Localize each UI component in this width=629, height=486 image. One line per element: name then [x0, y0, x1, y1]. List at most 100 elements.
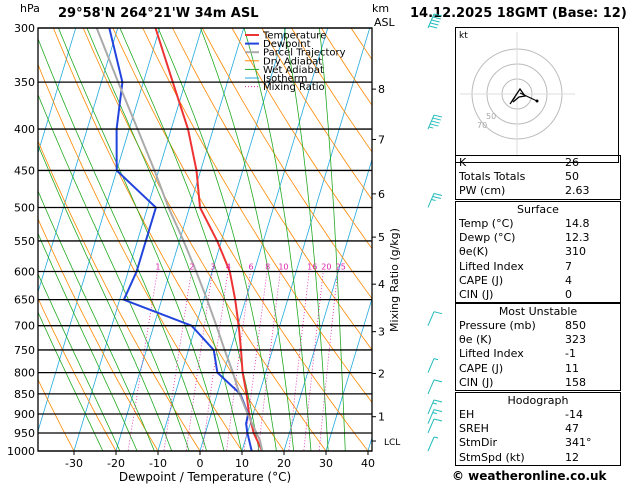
hodo-index-value: -14 [565, 408, 583, 421]
pressure-tick-label: 800 [14, 367, 35, 380]
mixing-ratio-label: 1 [155, 263, 160, 272]
surface-index-label: θe(K) [459, 245, 489, 259]
wind-barb-flag [433, 311, 443, 315]
height-tick-label: 7 [378, 133, 385, 146]
hodo-index-label: EH [459, 408, 475, 421]
surface-index-label: Dewp (°C) [459, 231, 516, 245]
wind-barb-flag [432, 195, 441, 199]
isotherm-line [157, 28, 287, 451]
wind-barb-flag [433, 399, 443, 403]
wind-barb-flag [433, 192, 443, 196]
mu-index-label: CIN (J) [459, 375, 494, 389]
basic-index-label: PW (cm) [459, 184, 506, 198]
isotherm-line [115, 28, 245, 451]
surface-title: Surface [517, 203, 559, 216]
pressure-tick-label: 950 [14, 427, 35, 440]
height-tick-label: 2 [378, 367, 385, 380]
wind-barb-half [433, 436, 439, 439]
isotherm-line [38, 28, 119, 294]
hodograph-title: Hodograph [507, 394, 569, 407]
mixing-ratio-line [163, 271, 192, 451]
isotherm-line [325, 297, 372, 451]
mu-index-label: θe (K) [459, 333, 492, 347]
basic-index-value: 2.63 [565, 184, 590, 198]
temperature-tick-label: 10 [235, 457, 249, 470]
mu-index-label: Pressure (mb) [459, 319, 536, 332]
mu-index-value: 11 [565, 361, 579, 375]
hodo-index-value: 12 [565, 450, 579, 464]
temperature-tick-label: -30 [65, 457, 83, 470]
mu-index-value: 850 [565, 319, 586, 332]
hodo-index-row: StmDir 341° [456, 436, 620, 450]
surface-index-value: 12.3 [565, 231, 590, 245]
hodograph-ring-label: 70 [477, 121, 487, 130]
wind-barb-flag [432, 16, 441, 20]
wind-barb-staff [427, 436, 435, 452]
mixing-ratio-line [185, 271, 213, 451]
mixing-ratio-label: 3 [210, 263, 215, 272]
legend-entry: Temperature [262, 31, 326, 42]
mu-index-row: Pressure (mb) 850 [456, 319, 620, 333]
storm-motion-vector [519, 92, 538, 102]
wind-barb-staff [427, 13, 435, 29]
basic-indices-box: K 26 Totals Totals 50 PW (cm) 2.63 [455, 155, 621, 200]
surface-index-row: CIN (J) 0 [456, 288, 620, 302]
height-tick-label: 3 [378, 326, 385, 339]
basic-index-row: Totals Totals 50 [456, 170, 620, 184]
isotherm-line [241, 28, 371, 451]
wind-barb-flag [431, 19, 440, 23]
height-unit-label: km [372, 2, 390, 15]
surface-index-value: 7 [565, 259, 572, 273]
surface-index-value: 14.8 [565, 217, 590, 230]
temperature-tick-label: 40 [361, 457, 375, 470]
wind-barb-half [432, 402, 437, 405]
datetime-title: 14.12.2025 18GMT (Base: 12) [410, 6, 627, 21]
mixing-ratio-line [288, 271, 310, 451]
hodograph-ring-label: 50 [486, 112, 496, 121]
surface-index-label: CIN (J) [459, 287, 494, 301]
wind-barb-half [432, 412, 437, 415]
pressure-tick-label: 550 [14, 235, 35, 248]
dry-adiabat-line [291, 28, 372, 153]
temperature-tick-label: 20 [277, 457, 291, 470]
temperature-tick-label: -20 [107, 457, 125, 470]
basic-index-label: Totals Totals [459, 170, 526, 184]
wind-barb-staff [427, 114, 435, 130]
legend-entry: Wet Adiabat [263, 65, 324, 76]
mixing-ratio-label: 6 [249, 263, 254, 272]
surface-index-value: 0 [565, 287, 572, 301]
dry-adiabat-line [38, 378, 75, 451]
hodo-index-value: 47 [565, 422, 579, 436]
wind-barb-staff [427, 358, 435, 373]
pressure-tick-label: 900 [14, 408, 35, 421]
mixing-ratio-label: 25 [336, 263, 346, 272]
mu-index-row: θe (K) 323 [456, 333, 620, 347]
pressure-tick-label: 500 [14, 201, 35, 214]
pressure-tick-label: 1000 [7, 445, 35, 458]
pressure-tick-label: 600 [14, 266, 35, 279]
hodo-index-row: SREH 47 [456, 422, 620, 436]
pressure-tick-label: 300 [14, 22, 35, 35]
wet-adiabat-line [119, 28, 260, 451]
pressure-unit-label: hPa [20, 2, 40, 15]
surface-index-label: Temp (°C) [459, 217, 514, 230]
surface-index-row: CAPE (J) 4 [456, 274, 620, 288]
mixing-ratio-axis-title: Mixing Ratio (g/kg) [388, 228, 401, 332]
wind-barb-staff [427, 379, 435, 395]
wind-barb-flag [432, 117, 441, 121]
wind-barb-flag [433, 114, 443, 118]
wind-barb-staff [427, 409, 435, 424]
height-unit-asl-label: ASL [374, 16, 395, 29]
wet-adiabat-line [38, 311, 104, 451]
hodo-index-label: SREH [459, 422, 489, 436]
wet-adiabat-line [86, 28, 243, 451]
mu-index-row: Lifted Index -1 [456, 347, 620, 361]
mixing-ratio-label: 10 [278, 263, 288, 272]
mixing-ratio-label: 20 [321, 263, 331, 272]
hodograph-unit-label: kt [459, 31, 468, 41]
wind-barb-flag [433, 13, 443, 17]
copyright-link[interactable]: © weatheronline.co.uk [452, 469, 607, 483]
wind-barb-staff [427, 311, 435, 326]
